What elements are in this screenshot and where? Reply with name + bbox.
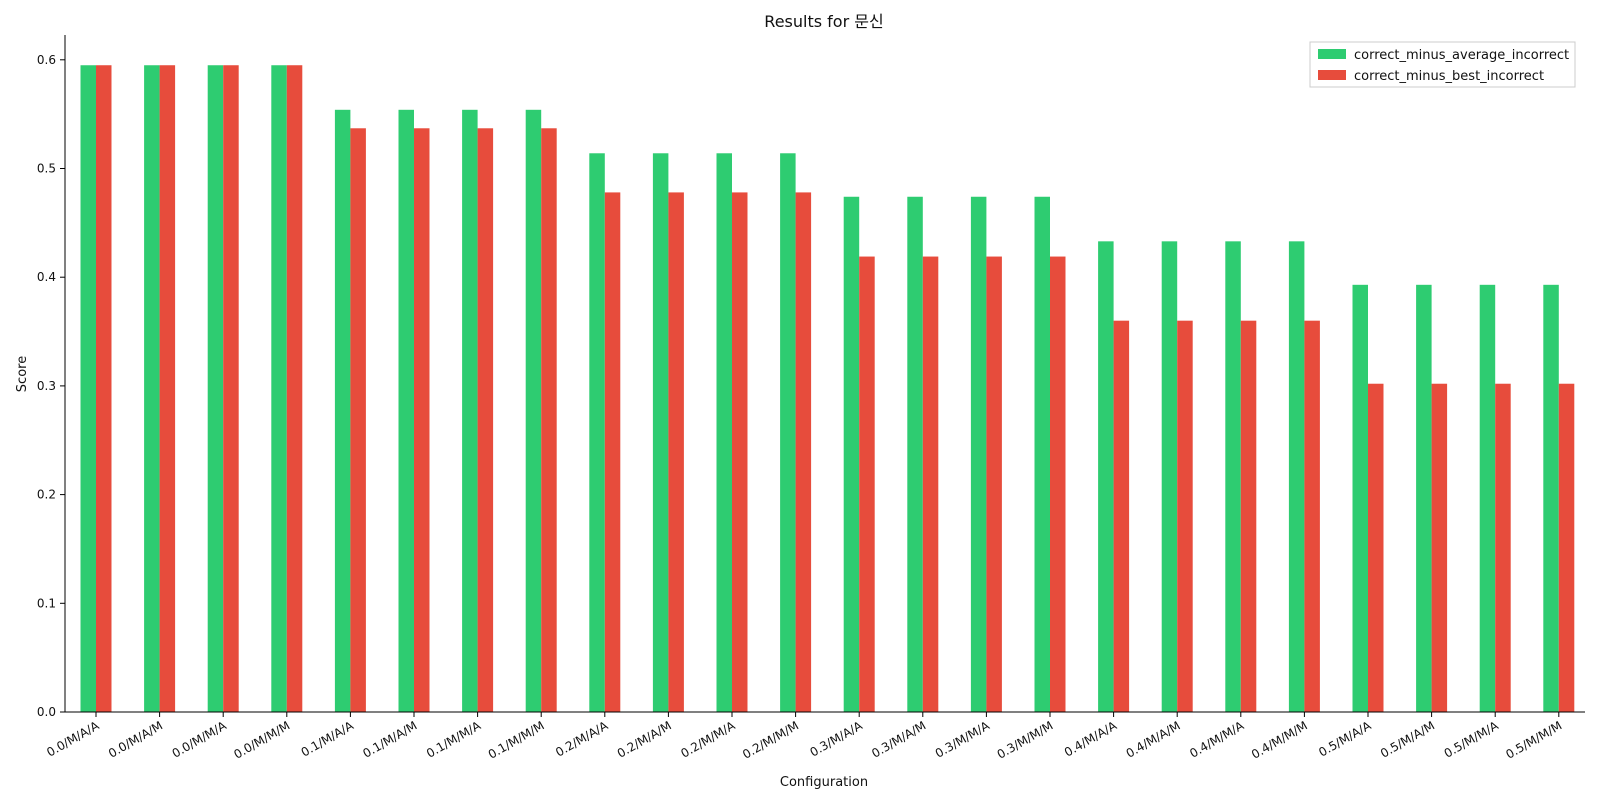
bar-average-0.4/M/A/A [1098,241,1114,712]
bar-average-0.2/M/M/A [716,153,732,712]
x-axis-label: Configuration [780,775,868,790]
bar-best-0.3/M/M/M [1050,256,1066,712]
y-tick-label: 0.1 [37,596,56,610]
y-tick-label: 0.2 [37,488,56,502]
x-tick-label: 0.1/M/M/M [486,718,547,761]
x-tick-label: 0.0/M/M/A [170,718,230,761]
x-tick-label: 0.4/M/M/M [1249,718,1310,761]
x-tick-label: 0.3/M/M/A [933,718,993,761]
x-tick-label: 0.4/M/A/A [1062,718,1120,760]
bar-average-0.2/M/A/A [589,153,605,712]
bar-best-0.4/M/M/A [1240,320,1257,712]
y-ticks: 0.0 0.1 0.2 0.3 0.4 0.5 0.6 [37,53,65,719]
x-tick-label: 0.5/M/A/A [1316,718,1374,760]
bar-best-0.2/M/A/A [604,192,621,712]
bar-average-0.1/M/M/A [462,109,478,713]
x-tick-label: 0.2/M/A/A [553,718,611,760]
bar-average-0.3/M/M/M [1034,196,1050,712]
bar-average-0.0/M/M/A [207,65,224,713]
bar-best-0.1/M/M/M [541,128,557,712]
bar-best-0.2/M/A/M [668,192,684,712]
bar-average-0.0/M/M/M [271,65,287,713]
bar-average-0.2/M/A/M [652,153,669,712]
bar-best-0.5/M/M/A [1495,383,1511,712]
y-tick-label: 0.6 [37,53,56,67]
bar-best-0.2/M/M/A [732,192,748,712]
chart-title: Results for 문신 [764,12,883,31]
x-tick-label: 0.2/M/M/A [678,718,738,761]
x-tick-label: 0.0/M/M/M [231,718,292,761]
x-tick-label: 0.1/M/A/A [299,718,357,760]
bar-best-0.5/M/A/A [1368,383,1384,712]
legend-label-best: correct_minus_best_incorrect [1354,69,1544,84]
bar-average-0.5/M/M/M [1543,284,1559,712]
bar-best-0.0/M/M/M [286,65,303,713]
bar-best-0.3/M/A/A [859,256,875,712]
bar-best-0.0/M/A/M [159,65,176,713]
bar-average-0.3/M/A/A [843,196,860,712]
x-tick-label: 0.0/M/A/A [44,718,102,760]
bar-best-0.4/M/A/M [1177,320,1193,712]
y-tick-label: 0.3 [37,379,56,393]
bar-average-0.4/M/M/A [1225,241,1241,712]
bar-best-0.2/M/M/M [795,192,812,712]
bar-best-0.4/M/M/M [1304,320,1320,712]
bar-average-0.4/M/A/M [1161,241,1178,712]
x-tick-label: 0.1/M/M/A [424,718,484,761]
bar-average-0.4/M/M/M [1288,241,1305,712]
bars-group [80,65,1575,713]
bar-best-0.3/M/A/M [922,256,939,712]
x-ticks: 0.0/M/A/A 0.0/M/A/M 0.0/M/M/A 0.0/M/M/M 0.1/… [44,712,1564,762]
y-axis-label: Score [15,356,30,392]
bar-best-0.0/M/A/A [96,65,112,713]
bar-best-0.4/M/A/A [1113,320,1130,712]
bar-best-0.5/M/M/M [1558,383,1575,712]
x-tick-label: 0.2/M/M/M [740,718,801,761]
bar-average-0.1/M/A/A [334,109,351,713]
bar-average-0.5/M/A/A [1352,284,1368,712]
bar-average-0.5/M/M/A [1479,284,1496,712]
bar-best-0.1/M/A/A [350,128,366,712]
bar-average-0.0/M/A/A [80,65,96,713]
x-tick-label: 0.3/M/A/A [807,718,865,760]
y-tick-label: 0.4 [37,270,56,284]
y-tick-label: 0.5 [37,162,56,176]
bar-average-0.5/M/A/M [1416,284,1432,712]
bar-average-0.3/M/M/A [970,196,987,712]
bar-average-0.1/M/M/M [525,109,542,713]
x-tick-label: 0.4/M/M/A [1187,718,1247,761]
x-tick-label: 0.2/M/A/M [615,718,674,760]
x-tick-label: 0.3/M/M/M [995,718,1056,761]
bar-best-0.1/M/M/A [477,128,494,712]
y-tick-label: 0.0 [37,705,56,719]
x-tick-label: 0.5/M/A/M [1378,718,1437,760]
bar-average-0.2/M/M/M [780,153,796,712]
legend-label-average: correct_minus_average_incorrect [1354,48,1569,63]
x-tick-label: 0.1/M/A/M [360,718,419,760]
bar-average-0.1/M/A/M [398,109,414,713]
x-tick-label: 0.0/M/A/M [106,718,165,760]
bar-average-0.0/M/A/M [144,65,160,713]
x-tick-label: 0.4/M/A/M [1124,718,1183,760]
bar-best-0.0/M/M/A [223,65,239,713]
x-tick-label: 0.5/M/M/A [1442,718,1502,761]
bar-best-0.3/M/M/A [986,256,1002,712]
legend-box [1309,41,1576,88]
legend-swatch-best [1318,70,1346,80]
x-tick-label: 0.5/M/M/M [1503,718,1564,761]
bar-best-0.5/M/A/M [1431,383,1448,712]
bar-average-0.3/M/A/M [907,196,923,712]
x-tick-label: 0.3/M/A/M [869,718,928,760]
legend: correct_minus_average_incorrect correct_… [1309,41,1576,88]
bar-best-0.1/M/A/M [414,128,430,712]
legend-swatch-average [1318,49,1346,59]
